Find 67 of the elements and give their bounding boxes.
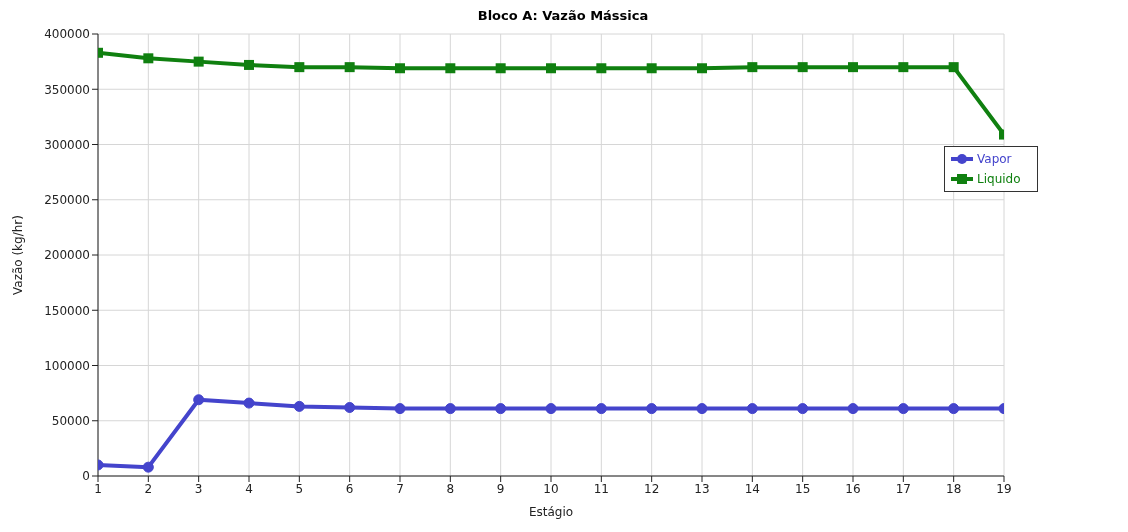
- y-tick-label: 300000: [44, 137, 90, 152]
- x-tick-label: 5: [295, 481, 304, 496]
- point: [445, 63, 456, 74]
- x-tick-label: 13: [694, 481, 710, 496]
- x-tick-label: 10: [543, 481, 559, 496]
- y-axis-title: Vazão (kg/hr): [11, 215, 26, 295]
- point: [545, 403, 557, 415]
- point: [244, 59, 254, 70]
- point: [394, 403, 406, 415]
- point: [293, 400, 305, 412]
- x-tick-label: 8: [446, 481, 455, 496]
- point: [344, 62, 355, 73]
- point: [697, 63, 707, 74]
- point: [797, 403, 809, 415]
- x-tick-label: 15: [795, 481, 811, 496]
- point: [546, 63, 556, 74]
- point: [797, 62, 808, 73]
- y-tick-label: 400000: [44, 27, 90, 42]
- x-tick-label: 2: [144, 481, 153, 496]
- point: [847, 403, 859, 415]
- y-tick-label: 250000: [44, 193, 90, 208]
- point: [646, 63, 657, 74]
- point: [143, 53, 154, 64]
- point: [444, 403, 456, 415]
- y-tick-label: 0: [82, 469, 90, 484]
- x-tick-label: 1: [94, 481, 102, 496]
- legend-label: Vapor: [977, 151, 1012, 168]
- x-tick-label: 19: [996, 481, 1012, 496]
- point: [294, 62, 305, 73]
- x-tick-label: 6: [345, 481, 354, 496]
- legend-label: Liquido: [977, 171, 1021, 188]
- point: [898, 62, 909, 73]
- y-tick-label: 50000: [51, 414, 90, 429]
- point: [142, 461, 154, 473]
- point: [646, 403, 658, 415]
- chart-title: Bloco A: Vazão Mássica: [476, 8, 650, 25]
- x-tick-label: 7: [396, 481, 404, 496]
- x-tick-label: 14: [744, 481, 760, 496]
- point: [243, 397, 255, 409]
- x-tick-label: 12: [644, 481, 660, 496]
- x-tick-label: 18: [946, 481, 962, 496]
- y-tick-label: 100000: [44, 358, 90, 373]
- x-tick-label: 17: [895, 481, 911, 496]
- y-tick-label: 350000: [44, 82, 90, 97]
- point: [848, 62, 858, 73]
- x-axis-title: Estágio: [528, 505, 574, 519]
- point: [948, 62, 959, 73]
- point: [897, 403, 909, 415]
- point: [495, 63, 506, 74]
- point: [696, 403, 708, 415]
- point: [193, 56, 204, 67]
- x-tick-label: 4: [245, 481, 253, 496]
- x-tick-label: 9: [496, 481, 505, 496]
- point: [595, 403, 607, 415]
- point: [747, 62, 758, 73]
- x-tick-label: 11: [593, 481, 609, 496]
- point: [596, 63, 607, 74]
- x-tick-label: 16: [845, 481, 861, 496]
- point: [395, 63, 405, 74]
- point: [344, 401, 356, 413]
- y-tick-label: 150000: [44, 303, 90, 318]
- point: [948, 403, 960, 415]
- point: [746, 403, 758, 415]
- point: [193, 394, 205, 406]
- y-tick-label: 200000: [44, 248, 90, 263]
- x-tick-label: 3: [194, 481, 203, 496]
- point: [495, 403, 507, 415]
